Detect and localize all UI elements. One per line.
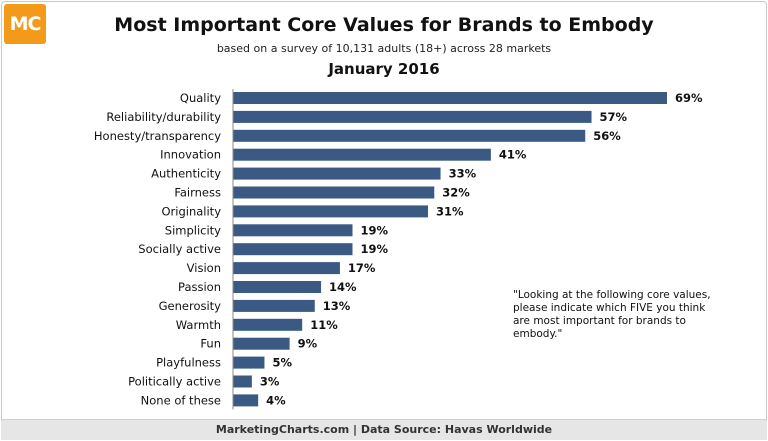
category-label-playfulness: Playfulness [156,356,221,370]
bar-playfulness [233,356,265,369]
bar-fairness [233,186,435,199]
category-label-vision: Vision [187,261,221,275]
bar-passion [233,281,322,293]
source-text: MarketingCharts.com | Data Source: Havas… [215,423,553,436]
category-label-fun: Fun [200,337,221,351]
value-label-authenticity: 33% [449,167,477,181]
category-label-fairness: Fairness [174,186,221,200]
bar-innovation [233,148,491,161]
mc-logo: MC [4,4,46,44]
chart-subtitle: based on a survey of 10,131 adults (18+)… [216,42,552,55]
category-label-generosity: Generosity [159,299,222,313]
category-label-quality: Quality [180,91,221,105]
bar-originality [233,205,428,218]
value-label-simplicity: 19% [361,223,389,237]
category-label-politically-active: Politically active [128,375,221,389]
chart-date: January 2016 [328,60,440,78]
category-label-warmth: Warmth [176,318,221,332]
survey-question-note: "Looking at the following core values, p… [513,289,711,340]
value-label-passion: 14% [329,280,357,294]
value-label-quality: 69% [675,91,703,105]
value-label-playfulness: 5% [272,356,292,370]
value-label-fairness: 32% [442,186,470,200]
category-label-socially-active: Socially active [138,242,221,256]
value-label-none-of-these: 4% [266,393,286,407]
value-label-fun: 9% [298,337,318,351]
value-label-warmth: 11% [310,318,338,332]
bar-generosity [233,299,315,312]
bar-politically-active [233,375,252,388]
bar-quality [233,92,667,104]
value-label-innovation: 41% [499,148,527,162]
category-label-passion: Passion [178,280,221,294]
bar-socially-active [233,243,353,256]
category-label-originality: Originality [161,204,221,218]
bar-honesty-transparency [233,129,586,142]
bar-reliability-durability [233,110,592,123]
bar-authenticity [233,167,441,180]
bar-fun [233,337,290,350]
value-label-politically-active: 3% [260,375,280,389]
bar-simplicity [233,224,353,237]
chart-title: Most Important Core Values for Brands to… [114,14,654,36]
bar-vision [233,262,340,275]
category-label-innovation: Innovation [160,148,221,162]
bar-none-of-these [233,394,259,407]
category-label-none-of-these: None of these [141,393,221,407]
value-label-honesty-transparency: 56% [593,129,621,143]
bar-warmth [233,318,303,331]
source-footer: MarketingCharts.com | Data Source: Havas… [1,419,767,440]
value-label-socially-active: 19% [361,242,389,256]
value-label-vision: 17% [348,261,376,275]
value-label-generosity: 13% [323,299,351,313]
category-label-reliability-durability: Reliability/durability [106,110,221,124]
category-label-authenticity: Authenticity [151,167,221,181]
value-label-originality: 31% [436,204,464,218]
category-label-simplicity: Simplicity [165,223,221,237]
value-label-reliability-durability: 57% [600,110,628,124]
category-label-honesty-transparency: Honesty/transparency [94,129,221,143]
